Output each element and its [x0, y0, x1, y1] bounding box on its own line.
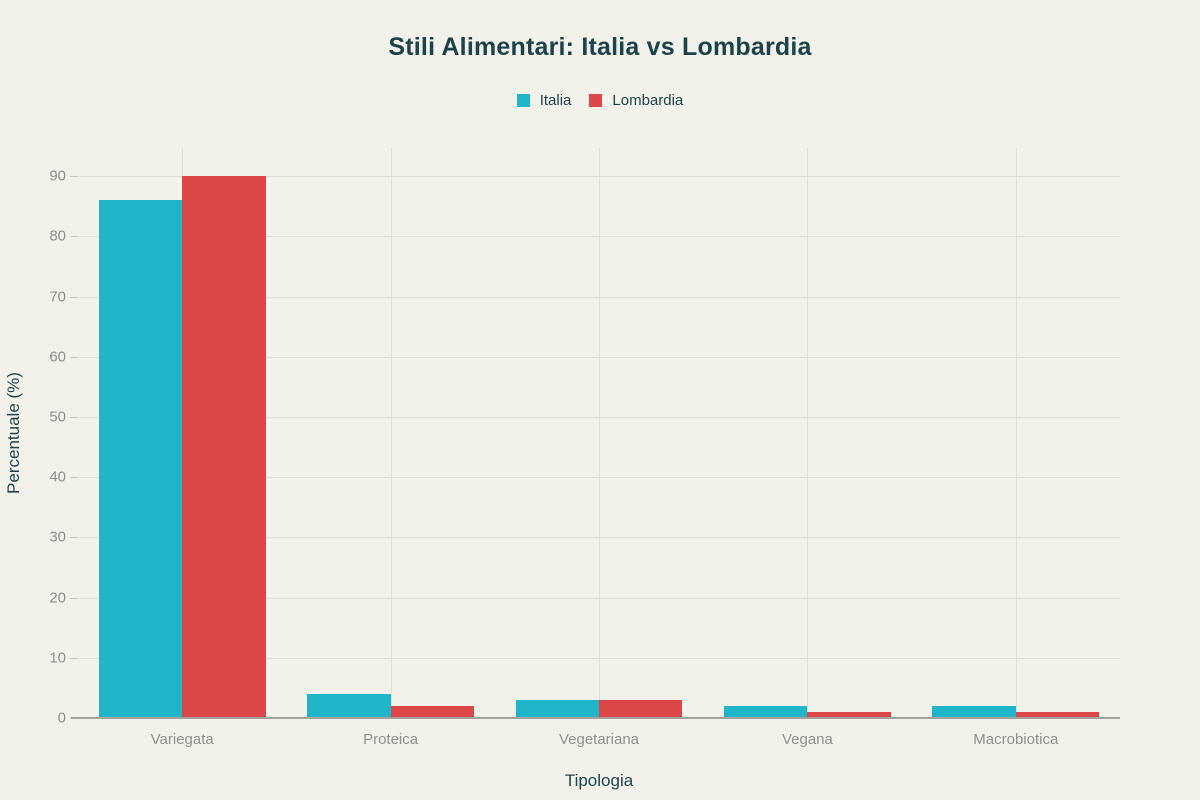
y-tick-mark-80 — [70, 236, 78, 238]
x-axis-line — [71, 717, 1120, 719]
x-tick-label-vegana: Vegana — [781, 731, 833, 748]
y-tick-mark-10 — [70, 657, 78, 659]
y-tick-label-50: 50 — [49, 408, 66, 426]
y-tick-mark-60 — [70, 356, 78, 358]
x-axis-title: Tipologia — [564, 771, 634, 790]
y-tick-mark-20 — [70, 597, 78, 599]
bar-italia-macrobiotica — [932, 705, 1016, 718]
y-tick-label-20: 20 — [49, 589, 66, 607]
legend: Italia Lombardia — [0, 92, 1200, 109]
y-tick-label-60: 60 — [49, 348, 66, 366]
legend-item-italia[interactable]: Italia — [516, 92, 572, 109]
bar-italia-variegata — [98, 200, 183, 718]
y-tick-mark-70 — [70, 296, 78, 298]
x-tick-label-proteica: Proteica — [363, 731, 419, 748]
bar-lombardia-variegata — [182, 176, 266, 718]
x-tick-label-macrobiotica: Macrobiotica — [973, 731, 1059, 748]
x-tick-label-vegetariana: Vegetariana — [558, 731, 640, 748]
legend-swatch-lombardia-icon — [589, 94, 603, 107]
y-tick-mark-90 — [70, 176, 78, 178]
y-tick-label-30: 30 — [49, 528, 66, 546]
bar-lombardia-vegana — [807, 711, 891, 718]
gridline-x-vegana — [807, 148, 809, 718]
y-tick-mark-50 — [70, 417, 78, 419]
gridline-x-proteica — [390, 148, 392, 718]
legend-label-italia: Italia — [539, 92, 572, 109]
legend-swatch-italia-icon — [516, 94, 530, 107]
legend-label-lombardia: Lombardia — [612, 92, 684, 109]
legend-item-lombardia[interactable]: Lombardia — [589, 92, 683, 109]
chart-title: Stili Alimentari: Italia vs Lombardia — [388, 33, 812, 61]
y-tick-label-80: 80 — [49, 227, 66, 245]
bar-italia-proteica — [307, 693, 391, 718]
bar-lombardia-vegetariana — [599, 699, 683, 718]
bar-italia-vegana — [724, 705, 808, 718]
gridline-x-vegetariana — [599, 148, 600, 718]
x-tick-label-variegata: Variegata — [150, 731, 214, 748]
y-tick-label-10: 10 — [49, 649, 66, 667]
y-tick-mark-40 — [70, 477, 78, 479]
plot-area — [78, 148, 1120, 719]
y-tick-label-70: 70 — [49, 288, 66, 306]
bar-lombardia-macrobiotica — [1015, 711, 1100, 718]
bar-lombardia-proteica — [390, 705, 474, 718]
gridline-x-macrobiotica — [1015, 148, 1017, 718]
y-tick-mark-30 — [70, 537, 78, 539]
y-tick-label-40: 40 — [49, 468, 66, 486]
y-tick-label-0: 0 — [57, 709, 66, 727]
bar-italia-vegetariana — [515, 699, 599, 718]
y-tick-label-90: 90 — [49, 167, 66, 185]
